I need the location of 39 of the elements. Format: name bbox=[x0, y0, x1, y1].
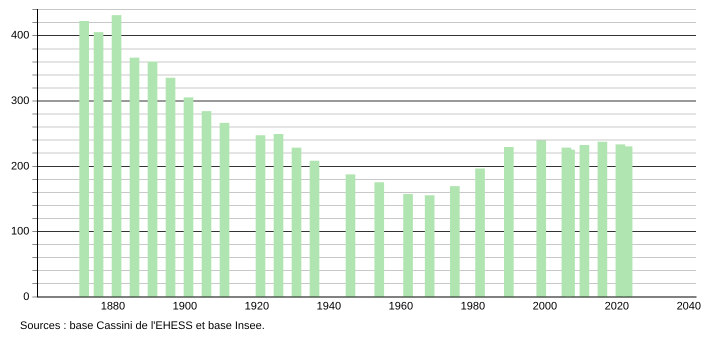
bar bbox=[403, 194, 413, 297]
x-tick-label: 2020 bbox=[604, 300, 630, 312]
bar bbox=[130, 58, 140, 297]
x-tick-label: 1880 bbox=[100, 300, 126, 312]
bar bbox=[450, 186, 460, 297]
bar bbox=[79, 21, 89, 297]
x-tick-label: 2040 bbox=[676, 300, 702, 312]
bar bbox=[256, 135, 266, 297]
x-tick-label: 1920 bbox=[244, 300, 270, 312]
bar bbox=[374, 182, 384, 297]
bar bbox=[202, 111, 212, 297]
bar bbox=[148, 61, 158, 297]
x-tick-label: 1960 bbox=[388, 300, 414, 312]
y-tick-label: 0 bbox=[23, 290, 30, 303]
bar bbox=[166, 78, 176, 297]
bar bbox=[565, 150, 575, 297]
bar bbox=[292, 148, 302, 297]
bar bbox=[112, 15, 122, 297]
bar bbox=[580, 145, 590, 297]
x-tick-label: 1940 bbox=[316, 300, 342, 312]
bar bbox=[94, 32, 104, 297]
bar bbox=[598, 142, 608, 297]
y-tick-label: 300 bbox=[10, 95, 30, 108]
x-tick-label: 1900 bbox=[172, 300, 198, 312]
bar bbox=[346, 174, 356, 297]
bar bbox=[274, 134, 284, 297]
bar bbox=[310, 160, 320, 297]
y-tick-label: 100 bbox=[10, 226, 30, 238]
bar bbox=[220, 122, 230, 297]
bar bbox=[184, 97, 194, 297]
source-note: Sources : base Cassini de l'EHESS et base Insee. bbox=[20, 320, 265, 332]
bar bbox=[424, 195, 434, 297]
x-tick-label: 1980 bbox=[460, 300, 486, 312]
x-tick-label: 2000 bbox=[532, 300, 558, 312]
y-tick-label: 400 bbox=[10, 30, 30, 42]
bar bbox=[475, 168, 485, 297]
y-tick-label: 200 bbox=[10, 160, 30, 172]
bar bbox=[504, 146, 514, 297]
bar bbox=[536, 140, 546, 297]
